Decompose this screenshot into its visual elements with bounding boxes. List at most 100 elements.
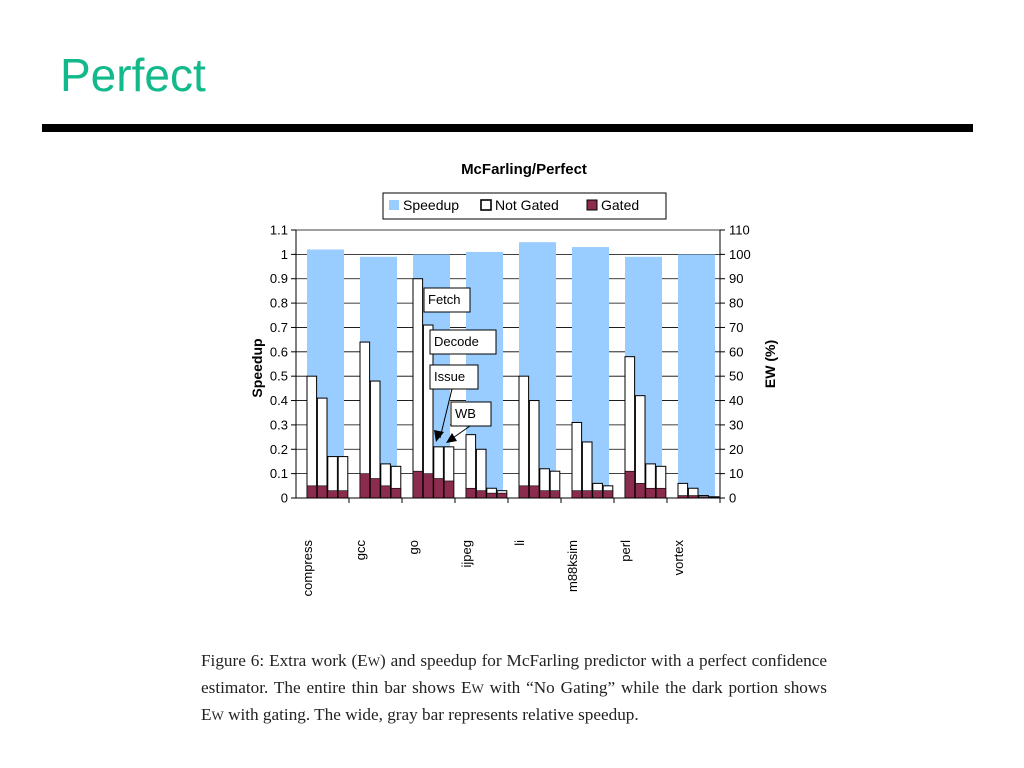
caption-sc-2: W <box>471 681 484 696</box>
gated-bar <box>390 487 402 499</box>
stage-callout-box <box>429 329 497 355</box>
y2-tick-label: 80 <box>729 296 743 311</box>
gated-bar <box>645 487 656 499</box>
gated-bar <box>592 490 603 499</box>
y-tick-label: 0.2 <box>270 442 288 457</box>
gated-bar <box>423 473 434 499</box>
gated-bar <box>486 492 497 499</box>
y2-tick-label: 50 <box>729 369 743 384</box>
speedup-bar <box>678 254 715 498</box>
legend-swatch <box>389 200 399 210</box>
slide-title: Perfect <box>60 49 206 101</box>
gated-bar <box>539 490 550 499</box>
y-tick-label: 0.9 <box>270 271 288 286</box>
stage-callout-box <box>429 364 479 390</box>
stage-callout-label: Decode <box>434 334 479 349</box>
gated-bar <box>529 485 540 499</box>
y-tick-label: 0.1 <box>270 466 288 481</box>
gated-bar <box>443 480 455 499</box>
y-tick-label: 0.7 <box>270 320 288 335</box>
y2-tick-label: 10 <box>729 466 743 481</box>
gated-bar <box>433 478 444 499</box>
x-category-label: go <box>406 540 421 554</box>
gated-bar <box>359 473 370 499</box>
x-category-label: li <box>512 540 527 546</box>
gated-bar <box>465 487 476 499</box>
stage-callout-label: Fetch <box>428 292 461 307</box>
y2-tick-label: 110 <box>729 223 750 238</box>
gated-bar <box>337 490 349 499</box>
gated-bar <box>306 485 317 499</box>
x-category-label: gcc <box>353 540 368 561</box>
y-tick-label: 0.5 <box>270 369 288 384</box>
caption-part-3: with gating. The wide, gray bar represen… <box>223 705 639 724</box>
not-gated-bar <box>306 375 318 499</box>
y-tick-label: 0.4 <box>270 393 288 408</box>
gated-bar <box>327 490 338 499</box>
y2-tick-label: 100 <box>729 247 751 262</box>
issue-arrow-head <box>434 430 444 442</box>
figure-caption: Figure 6: Extra work (EW) and speedup fo… <box>201 648 827 729</box>
not-gated-bar <box>528 400 540 499</box>
gated-bar <box>549 490 561 499</box>
gated-bar <box>476 490 487 499</box>
y-tick-label: 0.3 <box>270 417 288 432</box>
caption-part-2: with “No Gating” while the dark portion … <box>201 678 827 724</box>
stage-callout-label: WB <box>455 406 476 421</box>
issue-arrow-line <box>439 388 453 439</box>
gated-bar <box>518 485 529 499</box>
legend-label: Not Gated <box>495 197 559 213</box>
stage-callout-label: Issue <box>434 369 465 384</box>
gated-bar <box>496 492 508 499</box>
x-category-label: perl <box>618 540 633 562</box>
x-category-label: ijpeg <box>459 540 474 567</box>
legend-label: Speedup <box>403 197 459 213</box>
y2-tick-label: 40 <box>729 393 743 408</box>
y-tick-label: 1 <box>281 247 288 262</box>
gated-bar <box>582 490 593 499</box>
not-gated-bar <box>571 421 583 499</box>
x-category-label: compress <box>300 540 315 597</box>
y2-tick-label: 70 <box>729 320 743 335</box>
y2-tick-label: 20 <box>729 442 743 457</box>
chart-title: McFarling/Perfect <box>461 161 587 178</box>
y2-axis-title: EW (%) <box>762 340 778 388</box>
gated-bar <box>571 490 582 499</box>
x-category-label: m88ksim <box>565 540 580 592</box>
gated-bar <box>624 470 635 499</box>
gated-bar <box>602 490 614 499</box>
y-tick-label: 0 <box>281 491 288 506</box>
gated-bar <box>317 485 328 499</box>
gated-bar <box>655 487 667 499</box>
stage-callout-box <box>423 287 471 313</box>
gated-bar <box>412 470 423 499</box>
gated-bar <box>370 478 381 499</box>
not-gated-bar <box>412 278 424 499</box>
y2-tick-label: 30 <box>729 417 743 432</box>
y-axis-title: Speedup <box>249 338 265 397</box>
y2-tick-label: 90 <box>729 271 743 286</box>
caption-sc-3: W <box>211 708 224 723</box>
gated-bar <box>380 485 391 499</box>
not-gated-bar <box>581 441 593 499</box>
caption-sc-1: W <box>367 654 380 669</box>
title-rule <box>42 124 973 132</box>
y-tick-label: 0.6 <box>270 344 288 359</box>
legend-label: Gated <box>601 197 639 213</box>
caption-prefix: Figure 6: Extra work (E <box>201 651 368 670</box>
legend-box <box>382 192 667 220</box>
mcfarling-perfect-chart: 0 0.1 0.2 0.3 0.4 0.5 0.6 0.7 0.8 0.9 1 1.1 0 10 20 30 4… <box>249 161 778 597</box>
not-gated-bar <box>634 395 646 499</box>
x-category-label: vortex <box>671 540 686 576</box>
not-gated-bar <box>518 375 530 499</box>
y2-tick-label: 60 <box>729 344 743 359</box>
legend-swatch <box>480 199 492 211</box>
y-tick-label: 0.8 <box>270 296 288 311</box>
gated-bar <box>635 483 646 499</box>
legend-swatch <box>586 199 598 211</box>
caption-part-1: ) and speedup for McFarling predictor wi… <box>201 651 827 697</box>
stage-callout-box <box>450 401 492 427</box>
y2-tick-label: 0 <box>729 491 736 506</box>
y-tick-label: 1.1 <box>270 223 288 238</box>
not-gated-bar <box>316 397 328 499</box>
